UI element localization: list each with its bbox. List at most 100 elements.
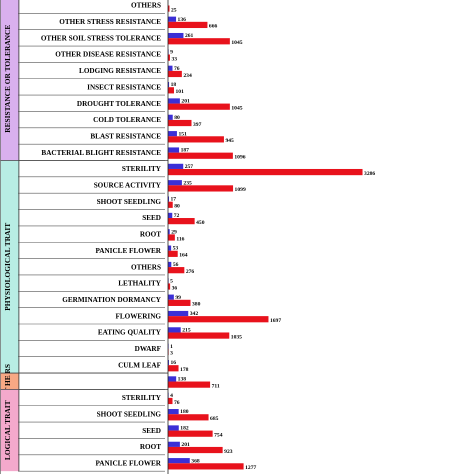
bar-blue-panicle-flower: [168, 245, 172, 251]
value-label-red: 666: [209, 24, 218, 30]
value-label-red: 33: [171, 56, 177, 62]
bar-blue-seed: [168, 425, 179, 431]
bar-blue-drought-tolerance: [168, 98, 180, 104]
value-label-red: 923: [224, 449, 233, 455]
row-label-other-disease-resistance: OTHER DISEASE RESISTANCE: [55, 51, 161, 59]
row-label-sterility: STERILITY: [122, 394, 162, 402]
value-label-blue: 180: [180, 409, 189, 415]
value-label-blue: 215: [182, 327, 191, 333]
bar-blue-culm-leaf: [168, 359, 169, 366]
bar-red-shoot-seedling: [168, 414, 209, 421]
bar-red-others: [168, 267, 185, 274]
value-label-red: 1096: [234, 155, 245, 161]
value-label-red: 1099: [235, 187, 246, 193]
bar-red-culm-leaf: [168, 365, 179, 372]
value-label-blue: 29: [171, 229, 177, 235]
bar-red-insect-resistance: [168, 87, 174, 94]
value-label-red: 450: [196, 220, 205, 226]
value-label-blue: 235: [183, 180, 192, 186]
bar-red-drought-tolerance: [168, 103, 230, 110]
value-label-red: 234: [183, 73, 192, 79]
value-label-red: 945: [225, 138, 234, 144]
group-label-resistance-or-tolerance: RESISTANCE OR TOLERANCE: [3, 25, 12, 133]
bar-red-panicle-flower: [168, 250, 178, 257]
value-label-blue: 187: [181, 148, 190, 154]
value-label-blue: 201: [181, 442, 190, 448]
bar-blue-flowering: [168, 310, 189, 317]
bar-red-source-activity: [168, 185, 234, 192]
row-label-root: ROOT: [140, 231, 161, 239]
row-label-others: OTHERS: [131, 2, 161, 10]
bar-blue-others: [168, 261, 172, 268]
bar-blue-panicle-flower: [168, 458, 190, 464]
group-band-resistance-or-tolerance: [0, 0, 19, 161]
value-label-blue: 76: [174, 66, 180, 72]
bar-red-eating-quality: [168, 332, 230, 339]
bar-red-lethality: [168, 283, 171, 290]
value-label-blue: 72: [174, 213, 180, 219]
value-label-blue: 136: [178, 17, 187, 23]
row-label-other-soil-stress-tolerance: OTHER SOIL STRESS TOLERANCE: [41, 34, 161, 42]
value-label-blue: 182: [180, 426, 189, 432]
row-label-root: ROOT: [140, 443, 161, 451]
bar-red-bacterial-blight-resistance: [168, 152, 233, 159]
bar-blue-unlabeled: [168, 376, 177, 382]
bar-blue-root: [168, 441, 180, 447]
row-label-sterility: STERILITY: [122, 165, 162, 173]
bar-blue-other-soil-stress-tolerance: [168, 32, 184, 39]
bar-red-root: [168, 234, 175, 241]
bar-blue-insect-resistance: [168, 82, 170, 88]
group-band-ot-he-rs: [0, 373, 19, 390]
group-band-logical-trait: [0, 389, 19, 472]
row-label-insect-resistance: INSECT RESISTANCE: [87, 83, 161, 91]
value-label-blue: 201: [181, 99, 190, 105]
bar-red-panicle-flower: [168, 463, 244, 470]
value-label-red: 101: [175, 89, 184, 95]
bar-red-shoot-seedling: [168, 201, 173, 208]
bar-red-cold-tolerance: [168, 119, 192, 127]
bar-red-other-disease-resistance: [168, 54, 170, 61]
bar-red-others: [168, 5, 170, 12]
value-label-red: 685: [210, 416, 219, 422]
value-label-red: 3286: [364, 171, 375, 177]
bar-blue-shoot-seedling: [168, 196, 170, 202]
value-label-blue: 368: [191, 458, 200, 464]
value-label-red: 76: [174, 400, 180, 406]
row-label-dwarf: DWARF: [135, 345, 162, 353]
value-label-red: 711: [212, 383, 220, 389]
value-label-blue: 4: [170, 393, 173, 399]
group-label-physiological-trait: PHYSIOLOGICAL TRAIT: [3, 223, 12, 311]
bar-red-unlabeled: [168, 381, 211, 388]
value-label-blue: 80: [174, 115, 180, 121]
value-label-blue: 9: [170, 50, 173, 56]
value-label-red: 178: [180, 367, 189, 373]
bar-blue-germination-dormancy: [168, 294, 174, 300]
bar-blue-shoot-seedling: [168, 409, 179, 415]
bar-blue-cold-tolerance: [168, 114, 173, 120]
bar-blue-sterility: [168, 163, 184, 169]
bar-red-seed: [168, 430, 213, 437]
row-label-other-stress-resistance: OTHER STRESS RESISTANCE: [59, 18, 161, 26]
bar-blue-blast-resistance: [168, 131, 177, 137]
bar-red-lodging-resistance: [168, 70, 182, 78]
row-label-seed: SEED: [142, 214, 161, 222]
bar-blue-seed: [168, 212, 173, 219]
value-label-blue: 1: [170, 344, 173, 350]
bar-red-other-stress-resistance: [168, 21, 208, 29]
bar-red-blast-resistance: [168, 136, 224, 143]
group-label-logical-trait: LOGICAL TRAIT: [3, 400, 12, 460]
value-label-red: 1277: [245, 465, 256, 471]
group-band-edge: [18, 0, 20, 161]
bar-red-sterility: [168, 168, 363, 176]
value-label-red: 1045: [231, 40, 242, 46]
value-label-blue: 5: [170, 278, 173, 284]
group-band-edge: [18, 160, 20, 374]
value-label-red: 1045: [231, 105, 242, 111]
group-band-edge: [18, 389, 20, 472]
value-label-blue: 53: [173, 246, 179, 252]
value-label-red: 1035: [231, 334, 242, 340]
value-label-red: 276: [186, 269, 195, 275]
value-label-blue: 17: [171, 197, 177, 203]
value-label-blue: 261: [185, 33, 194, 39]
bar-blue-lodging-resistance: [168, 65, 173, 71]
